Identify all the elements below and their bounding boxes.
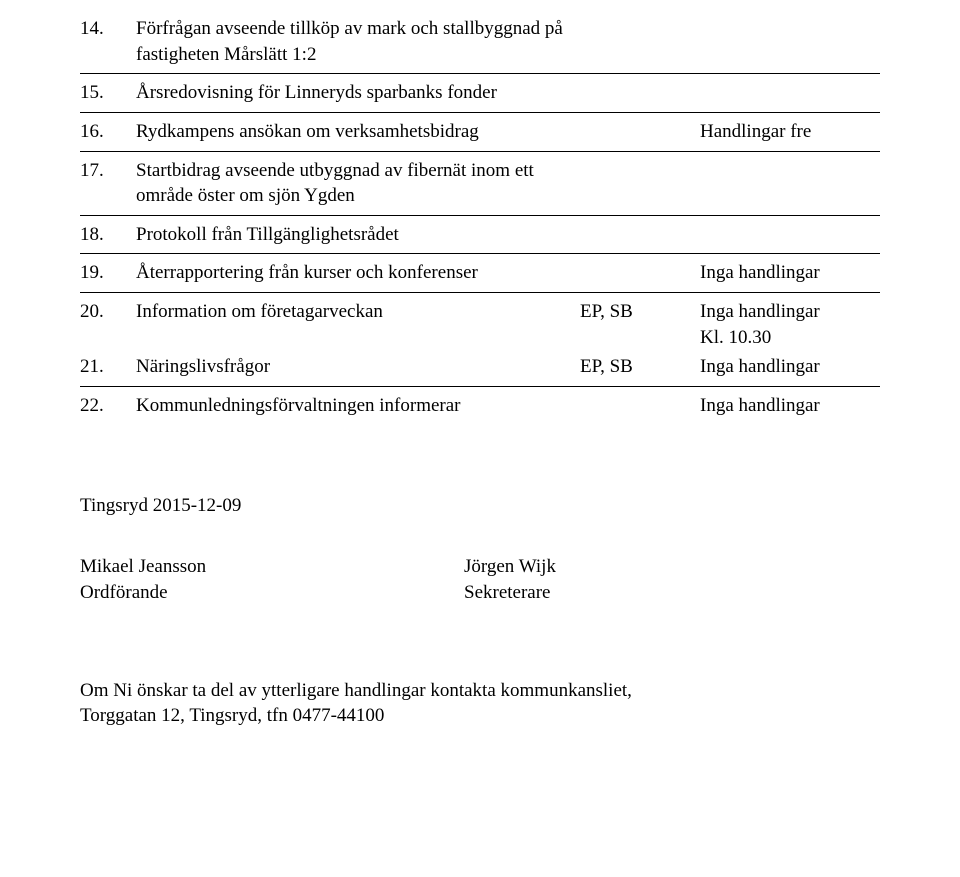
- item-number: 15.: [80, 80, 136, 106]
- item-note: Inga handlingar: [700, 260, 880, 286]
- item-text: Förfrågan avseende tillköp av mark och s…: [136, 16, 570, 67]
- agenda-item: 19. Återrapportering från kurser och kon…: [80, 258, 880, 288]
- item-note: Inga handlingar: [700, 354, 880, 380]
- divider: [80, 215, 880, 216]
- secretary-name: Jörgen Wijk: [464, 554, 880, 580]
- item-number: 21.: [80, 354, 136, 380]
- agenda-item: 14. Förfrågan avseende tillköp av mark o…: [80, 14, 880, 69]
- divider: [80, 253, 880, 254]
- item-number: 20.: [80, 299, 136, 325]
- item-text: Information om företagarveckan: [136, 299, 570, 325]
- chair-name: Mikael Jeansson: [80, 554, 464, 580]
- divider: [80, 73, 880, 74]
- agenda-item: 17. Startbidrag avseende utbyggnad av fi…: [80, 156, 880, 211]
- item-number: 18.: [80, 222, 136, 248]
- divider: [80, 386, 880, 387]
- item-text: Startbidrag avseende utbyggnad av fibern…: [136, 158, 570, 209]
- signature-block: Mikael Jeansson Ordförande Jörgen Wijk S…: [80, 554, 880, 605]
- item-number: 19.: [80, 260, 136, 286]
- secretary-role: Sekreterare: [464, 580, 880, 606]
- closing-text-line1: Om Ni önskar ta del av ytterligare handl…: [80, 678, 880, 704]
- item-number: 14.: [80, 16, 136, 42]
- item-text: Protokoll från Tillgänglighetsrådet: [136, 222, 570, 248]
- item-text: Årsredovisning för Linneryds sparbanks f…: [136, 80, 570, 106]
- agenda-item: 22. Kommunledningsförvaltningen informer…: [80, 391, 880, 421]
- item-number: 16.: [80, 119, 136, 145]
- divider: [80, 292, 880, 293]
- document-page: 14. Förfrågan avseende tillköp av mark o…: [0, 0, 960, 769]
- agenda-item: 16. Rydkampens ansökan om verksamhetsbid…: [80, 117, 880, 147]
- item-number: 17.: [80, 158, 136, 184]
- agenda-item: 21. Näringslivsfrågor EP, SB Inga handli…: [80, 352, 880, 382]
- item-number: 22.: [80, 393, 136, 419]
- item-text: Kommunledningsförvaltningen informerar: [136, 393, 570, 419]
- item-text: Näringslivsfrågor: [136, 354, 570, 380]
- item-text: Rydkampens ansökan om verksamhetsbidrag: [136, 119, 570, 145]
- chair-role: Ordförande: [80, 580, 464, 606]
- item-presenter: EP, SB: [570, 299, 700, 325]
- item-note: Inga handlingar: [700, 393, 880, 419]
- divider: [80, 112, 880, 113]
- item-text: Återrapportering från kurser och konfere…: [136, 260, 570, 286]
- item-note: Inga handlingar Kl. 10.30: [700, 299, 880, 350]
- item-note: Handlingar fre: [700, 119, 880, 145]
- agenda-item: 15. Årsredovisning för Linneryds sparban…: [80, 78, 880, 108]
- meeting-place-date: Tingsryd 2015-12-09: [80, 493, 880, 519]
- closing-text-line2: Torggatan 12, Tingsryd, tfn 0477-44100: [80, 703, 880, 729]
- agenda-item: 18. Protokoll från Tillgänglighetsrådet: [80, 220, 880, 250]
- item-presenter: EP, SB: [570, 354, 700, 380]
- agenda-item: 20. Information om företagarveckan EP, S…: [80, 297, 880, 352]
- divider: [80, 151, 880, 152]
